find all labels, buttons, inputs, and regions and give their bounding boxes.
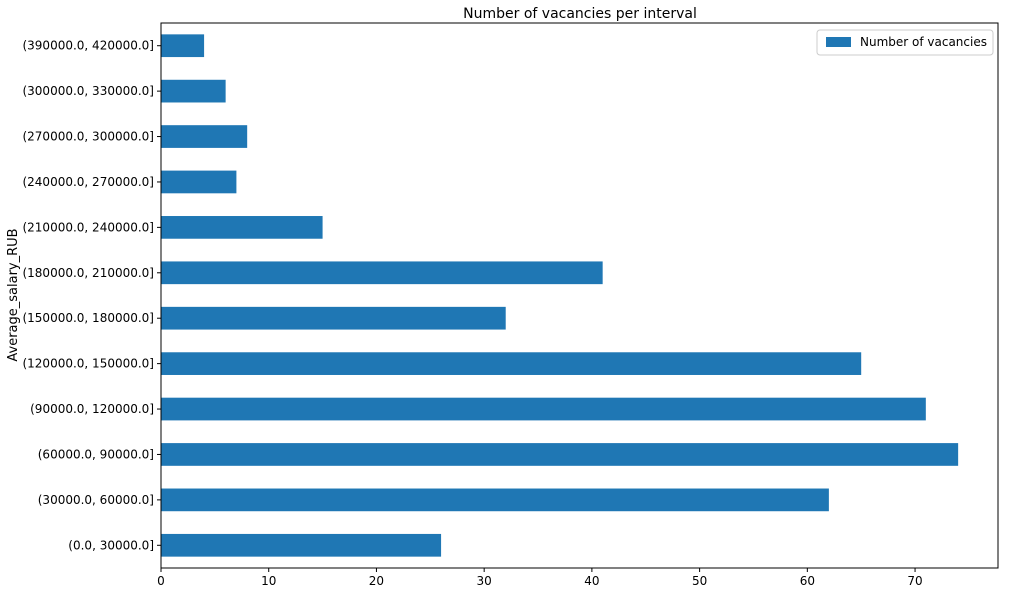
y-tick-label: (150000.0, 180000.0] bbox=[22, 311, 154, 325]
y-tick-label: (270000.0, 300000.0] bbox=[22, 130, 154, 144]
y-tick-label: (120000.0, 150000.0] bbox=[22, 357, 154, 371]
bar bbox=[161, 34, 205, 58]
y-tick-label: (90000.0, 120000.0] bbox=[30, 402, 154, 416]
legend-label: Number of vacancies bbox=[860, 35, 987, 49]
legend-box bbox=[816, 29, 994, 56]
x-tick-label: 20 bbox=[369, 574, 384, 588]
legend-swatch bbox=[826, 37, 851, 47]
y-tick-label: (210000.0, 240000.0] bbox=[22, 220, 154, 234]
x-tick-label: 40 bbox=[584, 574, 599, 588]
x-axis: 0 10 20 30 40 50 60 70 bbox=[157, 568, 923, 588]
bar bbox=[161, 397, 926, 421]
bar bbox=[161, 306, 506, 330]
y-tick-label: (300000.0, 330000.0] bbox=[22, 84, 154, 98]
y-axis: (0.0, 30000.0] (30000.0, 60000.0] (60000.0… bbox=[22, 39, 161, 552]
x-tick-label: 50 bbox=[692, 574, 707, 588]
bar bbox=[161, 216, 323, 239]
y-tick-label: (390000.0, 420000.0] bbox=[22, 39, 154, 53]
bar bbox=[161, 125, 248, 148]
bar bbox=[161, 488, 829, 512]
bar bbox=[161, 261, 603, 285]
x-tick-label: 30 bbox=[477, 574, 492, 588]
chart-title: Number of vacancies per interval bbox=[463, 6, 697, 22]
y-tick-label: (0.0, 30000.0] bbox=[68, 538, 154, 552]
x-tick-label: 70 bbox=[907, 574, 922, 588]
legend: Number of vacancies bbox=[816, 29, 994, 56]
bar bbox=[161, 533, 442, 557]
y-tick-label: (180000.0, 210000.0] bbox=[22, 266, 154, 280]
y-axis-title: Average_salary_RUB bbox=[6, 228, 21, 361]
y-tick-label: (240000.0, 270000.0] bbox=[22, 175, 154, 189]
bars-layer bbox=[161, 34, 959, 557]
bar bbox=[161, 170, 237, 194]
plot-frame bbox=[160, 22, 999, 569]
bar bbox=[161, 79, 226, 103]
bar bbox=[161, 443, 959, 466]
y-tick-label: (30000.0, 60000.0] bbox=[38, 493, 154, 507]
x-tick-label: 10 bbox=[261, 574, 276, 588]
x-tick-label: 0 bbox=[157, 574, 165, 588]
y-tick-label: (60000.0, 90000.0] bbox=[38, 447, 154, 461]
bar bbox=[161, 352, 862, 375]
x-tick-label: 60 bbox=[800, 574, 815, 588]
